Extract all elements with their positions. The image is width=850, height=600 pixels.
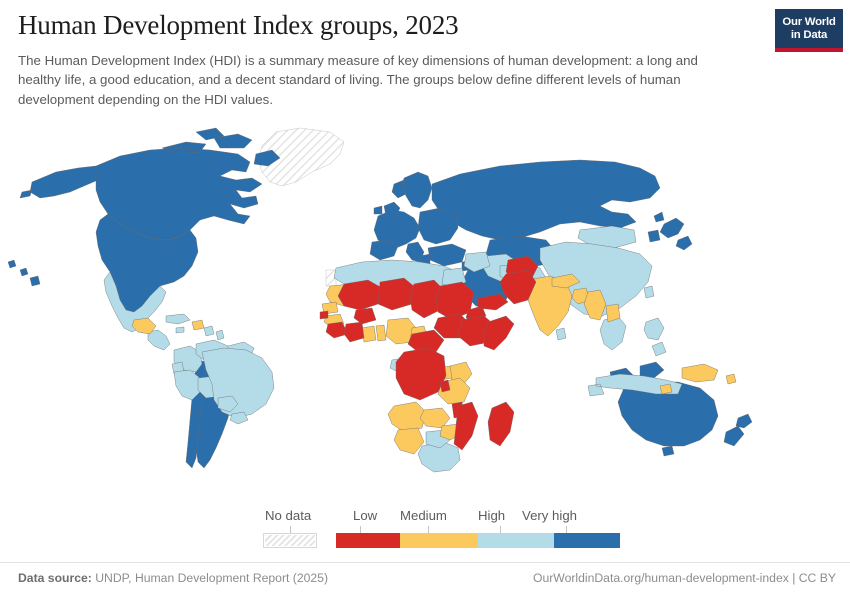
country-vietnam-thailand[interactable] [600,316,626,350]
country-peru[interactable] [174,370,200,400]
country-togo-benin[interactable] [376,325,386,341]
region-western-europe[interactable] [374,210,420,248]
country-philippines[interactable] [644,318,666,356]
data-source: Data source: UNDP, Human Development Rep… [18,571,328,585]
country-canada[interactable] [96,128,280,240]
country-russia[interactable] [432,160,660,240]
country-solomon-islands[interactable] [726,374,736,384]
country-uruguay[interactable] [230,412,248,424]
region-central-america-high[interactable] [148,330,170,350]
region-scandinavia[interactable] [392,172,432,208]
logo-line-2: in Data [790,28,828,41]
country-laos-cambodia[interactable] [606,304,620,322]
source-link[interactable]: OurWorldinData.org/human-development-ind… [532,571,836,585]
country-alaska[interactable] [20,166,104,198]
country-spain-portugal[interactable] [370,240,398,260]
legend-label-low: Low [353,508,378,523]
legend-tick-medium [428,526,429,533]
legend-label-very-high: Very high [522,508,577,523]
country-yemen[interactable] [478,294,508,310]
country-pakistan[interactable] [500,270,536,304]
country-mongolia[interactable] [578,226,636,248]
country-hawaii[interactable] [8,260,40,286]
country-iraq-syria[interactable] [464,252,490,272]
country-guatemala-honduras[interactable] [132,318,156,334]
country-burundi[interactable] [440,380,450,392]
country-namibia[interactable] [394,428,424,454]
hatch-pattern-icon [265,535,315,546]
map-legend: No data Low Medium High Very high [0,508,850,556]
country-sierra-leone-liberia[interactable] [326,322,348,338]
legend-tick-low [360,526,361,533]
legend-swatch-very-high[interactable] [554,533,620,548]
country-cuba[interactable] [166,314,190,324]
country-myanmar[interactable] [584,290,606,320]
country-somalia[interactable] [484,316,514,350]
chart-footer: Data source: UNDP, Human Development Rep… [0,562,850,600]
country-mexico[interactable] [104,272,166,332]
country-dr-congo[interactable] [396,348,446,400]
region-eastern-europe[interactable] [418,208,458,244]
data-source-prefix: Data source: [18,571,92,585]
world-map-svg[interactable] [0,120,850,500]
country-turkey[interactable] [428,244,466,266]
region-lesser-antilles[interactable] [204,326,224,340]
country-madagascar[interactable] [488,402,514,446]
country-nepal-bhutan[interactable] [552,274,580,288]
country-mozambique[interactable] [454,402,478,450]
legend-label-no-data: No data [265,508,312,523]
country-jamaica[interactable] [176,327,184,333]
country-burkina-faso[interactable] [354,308,376,324]
country-south-korea[interactable] [648,230,660,242]
country-sri-lanka[interactable] [556,328,566,340]
our-world-in-data-logo[interactable]: Our World in Data [775,9,843,52]
country-ghana[interactable] [362,326,376,342]
world-choropleth-map[interactable] [0,120,850,500]
page-title: Human Development Index groups, 2023 [18,10,459,40]
country-indonesia[interactable] [588,374,682,396]
legend-tick-no-data [290,526,291,533]
legend-swatch-medium[interactable] [400,533,478,548]
country-south-africa[interactable] [418,442,460,472]
country-papua-new-guinea[interactable] [682,364,718,382]
chart-subtitle: The Human Development Index (HDI) is a s… [18,52,698,107]
legend-label-high: High [478,508,506,523]
legend-labels: No data Low Medium High Very high [0,508,850,528]
legend-swatch-high[interactable] [478,533,554,548]
country-senegal-gambia[interactable] [322,302,338,314]
country-ivory-coast[interactable] [344,322,364,342]
country-paraguay[interactable] [218,396,238,412]
country-haiti[interactable] [192,320,204,330]
country-new-zealand[interactable] [724,414,752,446]
data-source-text: UNDP, Human Development Report (2025) [95,571,329,585]
country-guinea-bissau[interactable] [320,311,328,319]
country-taiwan-nodata[interactable] [644,286,654,298]
legend-label-medium: Medium [400,508,447,523]
country-timor-leste[interactable] [660,384,672,394]
country-australia[interactable] [618,382,718,456]
logo-line-1: Our World [782,15,836,28]
country-japan[interactable] [654,212,692,250]
country-mali[interactable] [338,280,382,310]
country-chad[interactable] [410,280,444,318]
chart-header: Human Development Index groups, 2023 The… [18,10,748,109]
legend-swatch-low[interactable] [336,533,400,548]
country-uk-ireland[interactable] [374,202,400,216]
legend-tick-very-high [566,526,567,533]
legend-tick-high [500,526,501,533]
country-zambia[interactable] [420,408,450,428]
legend-swatch-no-data[interactable] [263,533,317,548]
